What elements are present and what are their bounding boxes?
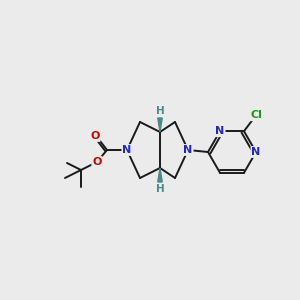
Text: Cl: Cl bbox=[250, 110, 262, 120]
Polygon shape bbox=[158, 168, 162, 182]
Text: N: N bbox=[183, 145, 193, 155]
Text: H: H bbox=[156, 106, 164, 116]
Text: O: O bbox=[92, 157, 102, 167]
Text: N: N bbox=[215, 126, 225, 136]
Text: N: N bbox=[251, 147, 261, 157]
Text: O: O bbox=[90, 131, 100, 141]
Text: H: H bbox=[156, 184, 164, 194]
Text: N: N bbox=[122, 145, 132, 155]
Polygon shape bbox=[158, 118, 162, 132]
